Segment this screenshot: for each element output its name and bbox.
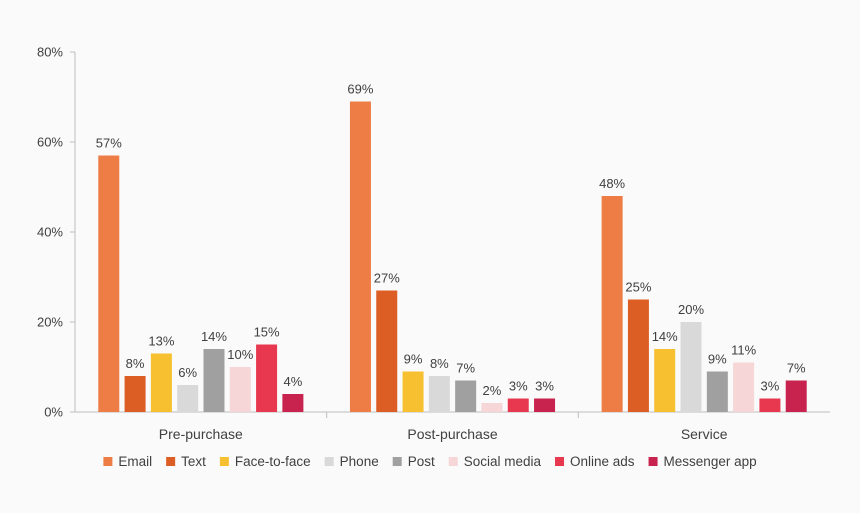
data-label: 57% xyxy=(96,136,122,151)
data-label: 3% xyxy=(535,379,554,394)
bar-messenger-app xyxy=(282,394,304,412)
data-label: 3% xyxy=(509,379,528,394)
y-tick-label: 20% xyxy=(37,315,63,330)
data-label: 48% xyxy=(599,176,625,191)
bar-online-ads xyxy=(256,344,278,412)
data-label: 13% xyxy=(148,334,174,349)
data-label: 15% xyxy=(254,325,280,340)
data-label: 4% xyxy=(283,374,302,389)
legend-item: Email xyxy=(103,454,152,469)
bar-phone xyxy=(177,385,199,412)
y-axis: 0% 20% 40% 60% 80% xyxy=(37,45,76,420)
legend-item: Face-to-face xyxy=(219,454,311,469)
legend-swatch xyxy=(103,457,113,466)
y-tick-label: 0% xyxy=(44,405,63,420)
bar-email xyxy=(98,155,120,412)
data-label: 8% xyxy=(126,356,145,371)
data-label: 7% xyxy=(456,361,475,376)
legend-label: Messenger app xyxy=(664,454,757,469)
data-labels: 57%8%13%6%14%10%15%4%69%27%9% 8% 7%2% 3% 3%4… xyxy=(96,82,806,399)
legend-swatch xyxy=(219,457,229,466)
legend-item: Messenger app xyxy=(648,454,757,469)
data-label: 69% xyxy=(347,82,373,97)
legend-label: Social media xyxy=(464,454,542,469)
data-label: 14% xyxy=(652,329,678,344)
bar-social-media xyxy=(229,367,251,412)
legend-item: Online ads xyxy=(555,454,635,469)
data-label: 6% xyxy=(178,365,197,380)
bar-text xyxy=(124,376,146,412)
bar-text xyxy=(627,299,649,412)
legend-label: Email xyxy=(118,454,152,469)
legend-swatch xyxy=(324,457,334,466)
category-label: Pre-purchase xyxy=(159,426,243,442)
legend-item: Phone xyxy=(324,454,379,469)
data-label: 8% xyxy=(430,356,449,371)
bar-email xyxy=(349,101,371,412)
bar-face-to-face xyxy=(150,353,172,412)
bar-email xyxy=(601,196,623,412)
legend: Email Text Face-to-face Phone Post Social med… xyxy=(103,454,757,469)
bar-social-media xyxy=(481,403,503,412)
bar-text xyxy=(376,290,398,412)
bar-phone xyxy=(428,376,450,412)
legend-swatch xyxy=(555,457,565,466)
category-label: Post-purchase xyxy=(407,426,497,442)
legend-label: Face-to-face xyxy=(235,454,311,469)
legend-item: Text xyxy=(166,454,206,469)
data-label: 9% xyxy=(708,352,727,367)
bar-post xyxy=(706,371,728,412)
bar-post xyxy=(203,349,225,412)
x-axis: Pre-purchase Post-purchase Service xyxy=(75,411,830,442)
data-label: 3% xyxy=(761,379,780,394)
legend-label: Post xyxy=(408,454,435,469)
data-label: 25% xyxy=(625,280,651,295)
y-tick-label: 60% xyxy=(37,135,63,150)
data-label: 9% xyxy=(404,352,423,367)
bar-face-to-face xyxy=(654,349,676,412)
data-label: 14% xyxy=(201,329,227,344)
bar-online-ads xyxy=(507,398,529,412)
legend-swatch xyxy=(166,457,176,466)
data-label: 7% xyxy=(787,361,806,376)
bar-messenger-app xyxy=(785,380,807,412)
legend-swatch xyxy=(648,457,658,466)
legend-label: Text xyxy=(181,454,206,469)
category-label: Service xyxy=(681,426,728,442)
bars xyxy=(98,101,807,412)
bar-face-to-face xyxy=(402,371,424,412)
legend-swatch xyxy=(448,457,458,466)
data-label: 11% xyxy=(731,343,756,358)
data-label: 2% xyxy=(483,383,502,398)
legend-swatch xyxy=(392,457,402,466)
data-label: 20% xyxy=(678,302,704,317)
bar-phone xyxy=(680,322,702,412)
bar-messenger-app xyxy=(534,398,556,412)
legend-label: Phone xyxy=(340,454,379,469)
legend-item: Social media xyxy=(448,454,542,469)
bar-post xyxy=(455,380,477,412)
bar-social-media xyxy=(733,362,755,412)
y-tick-label: 40% xyxy=(37,225,63,240)
data-label: 27% xyxy=(374,271,400,286)
legend-label: Online ads xyxy=(570,454,635,469)
legend-item: Post xyxy=(392,454,435,469)
y-tick-label: 80% xyxy=(37,45,63,60)
data-label: 10% xyxy=(227,347,253,362)
bar-online-ads xyxy=(759,398,781,412)
